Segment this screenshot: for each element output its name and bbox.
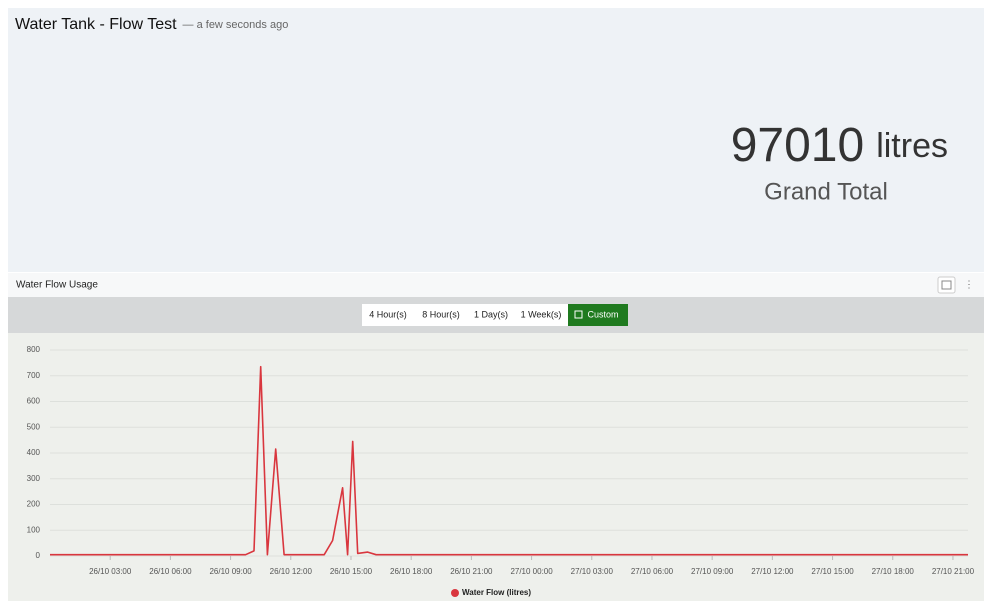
widget-title: Water Flow Usage	[16, 280, 98, 291]
y-tick-label: 700	[27, 371, 41, 380]
panel-header: Water Tank - Flow Test — a few seconds ag…	[15, 16, 288, 33]
stat: 97010 litres	[731, 119, 948, 172]
stat-unit: litres	[876, 127, 948, 165]
menu-icon[interactable]: ⋮	[964, 280, 974, 291]
range-button-label[interactable]: 4 Hour(s)	[369, 309, 407, 319]
chart-area	[8, 333, 984, 601]
stat-value: 97010	[731, 119, 864, 172]
x-tick-label: 26/10 21:00	[450, 567, 493, 576]
panel-subtitle: — a few seconds ago	[183, 19, 289, 31]
range-button-label[interactable]: 1 Week(s)	[521, 309, 562, 319]
x-tick-label: 27/10 21:00	[932, 567, 975, 576]
y-tick-label: 0	[36, 551, 41, 560]
calendar-button[interactable]	[938, 277, 955, 293]
x-tick-label: 27/10 03:00	[571, 567, 614, 576]
x-tick-label: 27/10 00:00	[510, 567, 553, 576]
x-tick-label: 26/10 06:00	[149, 567, 192, 576]
x-tick-label: 27/10 12:00	[751, 567, 794, 576]
legend-label: Water Flow (litres)	[462, 588, 531, 597]
dashboard: Water Tank - Flow Test — a few seconds ag…	[0, 0, 985, 601]
x-tick-label: 26/10 15:00	[330, 567, 373, 576]
x-tick-label: 27/10 18:00	[872, 567, 915, 576]
y-tick-label: 300	[27, 474, 41, 483]
x-tick-label: 27/10 09:00	[691, 567, 734, 576]
range-button-label[interactable]: 8 Hour(s)	[422, 309, 460, 319]
x-tick-label: 26/10 12:00	[270, 567, 313, 576]
page: {"header": {"title": "Water Tank - Flow …	[0, 0, 985, 601]
range-button-label[interactable]: 1 Day(s)	[474, 309, 508, 319]
x-tick-label: 27/10 15:00	[811, 567, 854, 576]
stat-label: Grand Total	[764, 178, 888, 205]
y-tick-label: 500	[27, 422, 41, 431]
x-tick-label: 26/10 03:00	[89, 567, 132, 576]
panel-title: Water Tank - Flow Test	[15, 16, 177, 33]
range-buttons: 4 Hour(s) 8 Hour(s) 1 Day(s) 1 Week(s) Custo…	[362, 304, 628, 326]
x-tick-label: 26/10 18:00	[390, 567, 433, 576]
y-tick-label: 100	[27, 525, 41, 534]
y-tick-label: 600	[27, 397, 41, 406]
range-button-label[interactable]: Custom	[587, 309, 618, 319]
widget-header	[8, 273, 984, 297]
legend-marker	[451, 589, 459, 597]
y-tick-label: 400	[27, 448, 41, 457]
y-tick-label: 200	[27, 500, 41, 509]
x-tick-label: 27/10 06:00	[631, 567, 674, 576]
x-tick-label: 26/10 09:00	[209, 567, 252, 576]
y-tick-label: 800	[27, 345, 41, 354]
